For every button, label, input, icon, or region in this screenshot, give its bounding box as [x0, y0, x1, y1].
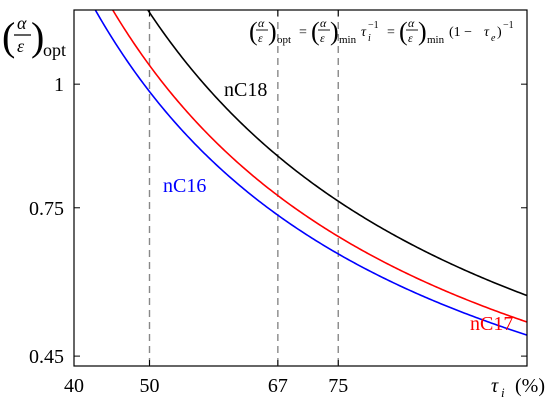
y-label-numerator: α [17, 13, 27, 33]
y-tick-label-0.45: 0.45 [29, 346, 64, 368]
y-label-paren-close: ) [31, 14, 44, 59]
formula-rhs-sym-sub: e [491, 33, 496, 44]
formula-mid-sub: min [339, 34, 357, 46]
formula-rhs-close: ) [497, 25, 502, 40]
series-line-nC17 [111, 10, 527, 323]
formula-num-2: α [320, 16, 327, 30]
formula-mid-factor-exp: −1 [368, 20, 379, 31]
formula-mid-factor: τ [361, 25, 367, 40]
y-tick-label-0.75: 0.75 [29, 198, 64, 220]
formula-paren: ) [268, 17, 277, 46]
x-label-unit: (%) [515, 375, 545, 397]
formula-eq-1: = [299, 25, 307, 40]
plot-frame [73, 9, 528, 367]
formula-lhs-sub: opt [277, 34, 291, 46]
formula-rhs-sub: min [427, 34, 445, 46]
series-label-nC18: nC18 [224, 79, 267, 101]
formula-paren: ) [330, 17, 339, 46]
x-tick-label-50: 50 [140, 375, 160, 397]
x-label-symbol: τ [491, 375, 499, 397]
formula-num-1: α [258, 16, 265, 30]
series-label-nC16: nC16 [163, 175, 206, 197]
y-label-denominator: ε [17, 36, 25, 56]
formula-annotation: ( α ε ) opt = ( α ε ) min τ i −1 = ( α ε… [249, 16, 514, 46]
formula-den-3: ε [408, 31, 413, 45]
series-label-nC17: nC17 [470, 313, 513, 335]
formula-rhs-exp: −1 [503, 20, 514, 31]
x-tick-label-40: 40 [64, 375, 84, 397]
formula-paren: ( [311, 17, 320, 46]
series-line-nC18 [146, 10, 527, 297]
y-axis-label: ( α ε ) opt [2, 13, 66, 60]
x-tick-label-75: 75 [328, 375, 348, 397]
formula-paren: ( [249, 17, 258, 46]
x-axis-label: τ i (%) [491, 375, 545, 400]
formula-eq-2: = [387, 25, 395, 40]
formula-rhs-sym: τ [484, 25, 490, 40]
formula-paren: ) [418, 17, 427, 46]
formula-rhs-open: (1 − [449, 25, 472, 40]
formula-den-1: ε [258, 31, 263, 45]
y-tick-label-1: 1 [54, 74, 64, 96]
y-label-paren-open: ( [2, 14, 15, 59]
formula-mid-factor-sub: i [368, 33, 371, 44]
formula-den-2: ε [320, 31, 325, 45]
formula-num-3: α [408, 16, 415, 30]
x-label-subscript: i [501, 385, 505, 400]
y-label-subscript: opt [43, 40, 66, 60]
formula-paren: ( [399, 17, 408, 46]
x-tick-label-67: 67 [268, 375, 288, 397]
series-line-nC16 [94, 10, 527, 336]
